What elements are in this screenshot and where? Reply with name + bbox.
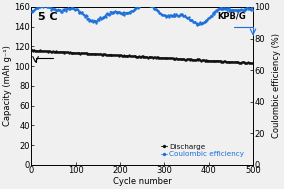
Legend: Discharge, Coulombic efficiency: Discharge, Coulombic efficiency xyxy=(160,143,245,158)
Y-axis label: Capacity (mAh g⁻¹): Capacity (mAh g⁻¹) xyxy=(3,45,12,126)
Discharge xyxy=(137,55,140,58)
Line: Coulombic efficiency: Coulombic efficiency xyxy=(31,2,254,25)
Coulombic efficiency xyxy=(247,7,250,10)
Discharge xyxy=(212,60,215,62)
Coulombic efficiency xyxy=(150,6,154,8)
Discharge xyxy=(162,57,166,59)
Discharge xyxy=(30,49,33,51)
Y-axis label: Coulombic efficiency (%): Coulombic efficiency (%) xyxy=(272,33,281,138)
Coulombic efficiency xyxy=(212,12,216,14)
Coulombic efficiency xyxy=(136,7,140,9)
Coulombic efficiency xyxy=(162,14,166,17)
Discharge xyxy=(251,62,255,65)
X-axis label: Cycle number: Cycle number xyxy=(113,177,172,186)
Coulombic efficiency xyxy=(30,10,33,12)
Discharge xyxy=(135,56,139,58)
Coulombic efficiency xyxy=(195,24,198,26)
Discharge xyxy=(247,61,250,64)
Coulombic efficiency xyxy=(251,8,255,10)
Discharge xyxy=(150,57,154,59)
Coulombic efficiency xyxy=(135,6,138,8)
Text: 5 C: 5 C xyxy=(38,12,57,22)
Text: KPB/G: KPB/G xyxy=(218,12,246,21)
Coulombic efficiency xyxy=(143,1,147,3)
Discharge xyxy=(31,49,35,51)
Line: Discharge: Discharge xyxy=(31,50,254,64)
